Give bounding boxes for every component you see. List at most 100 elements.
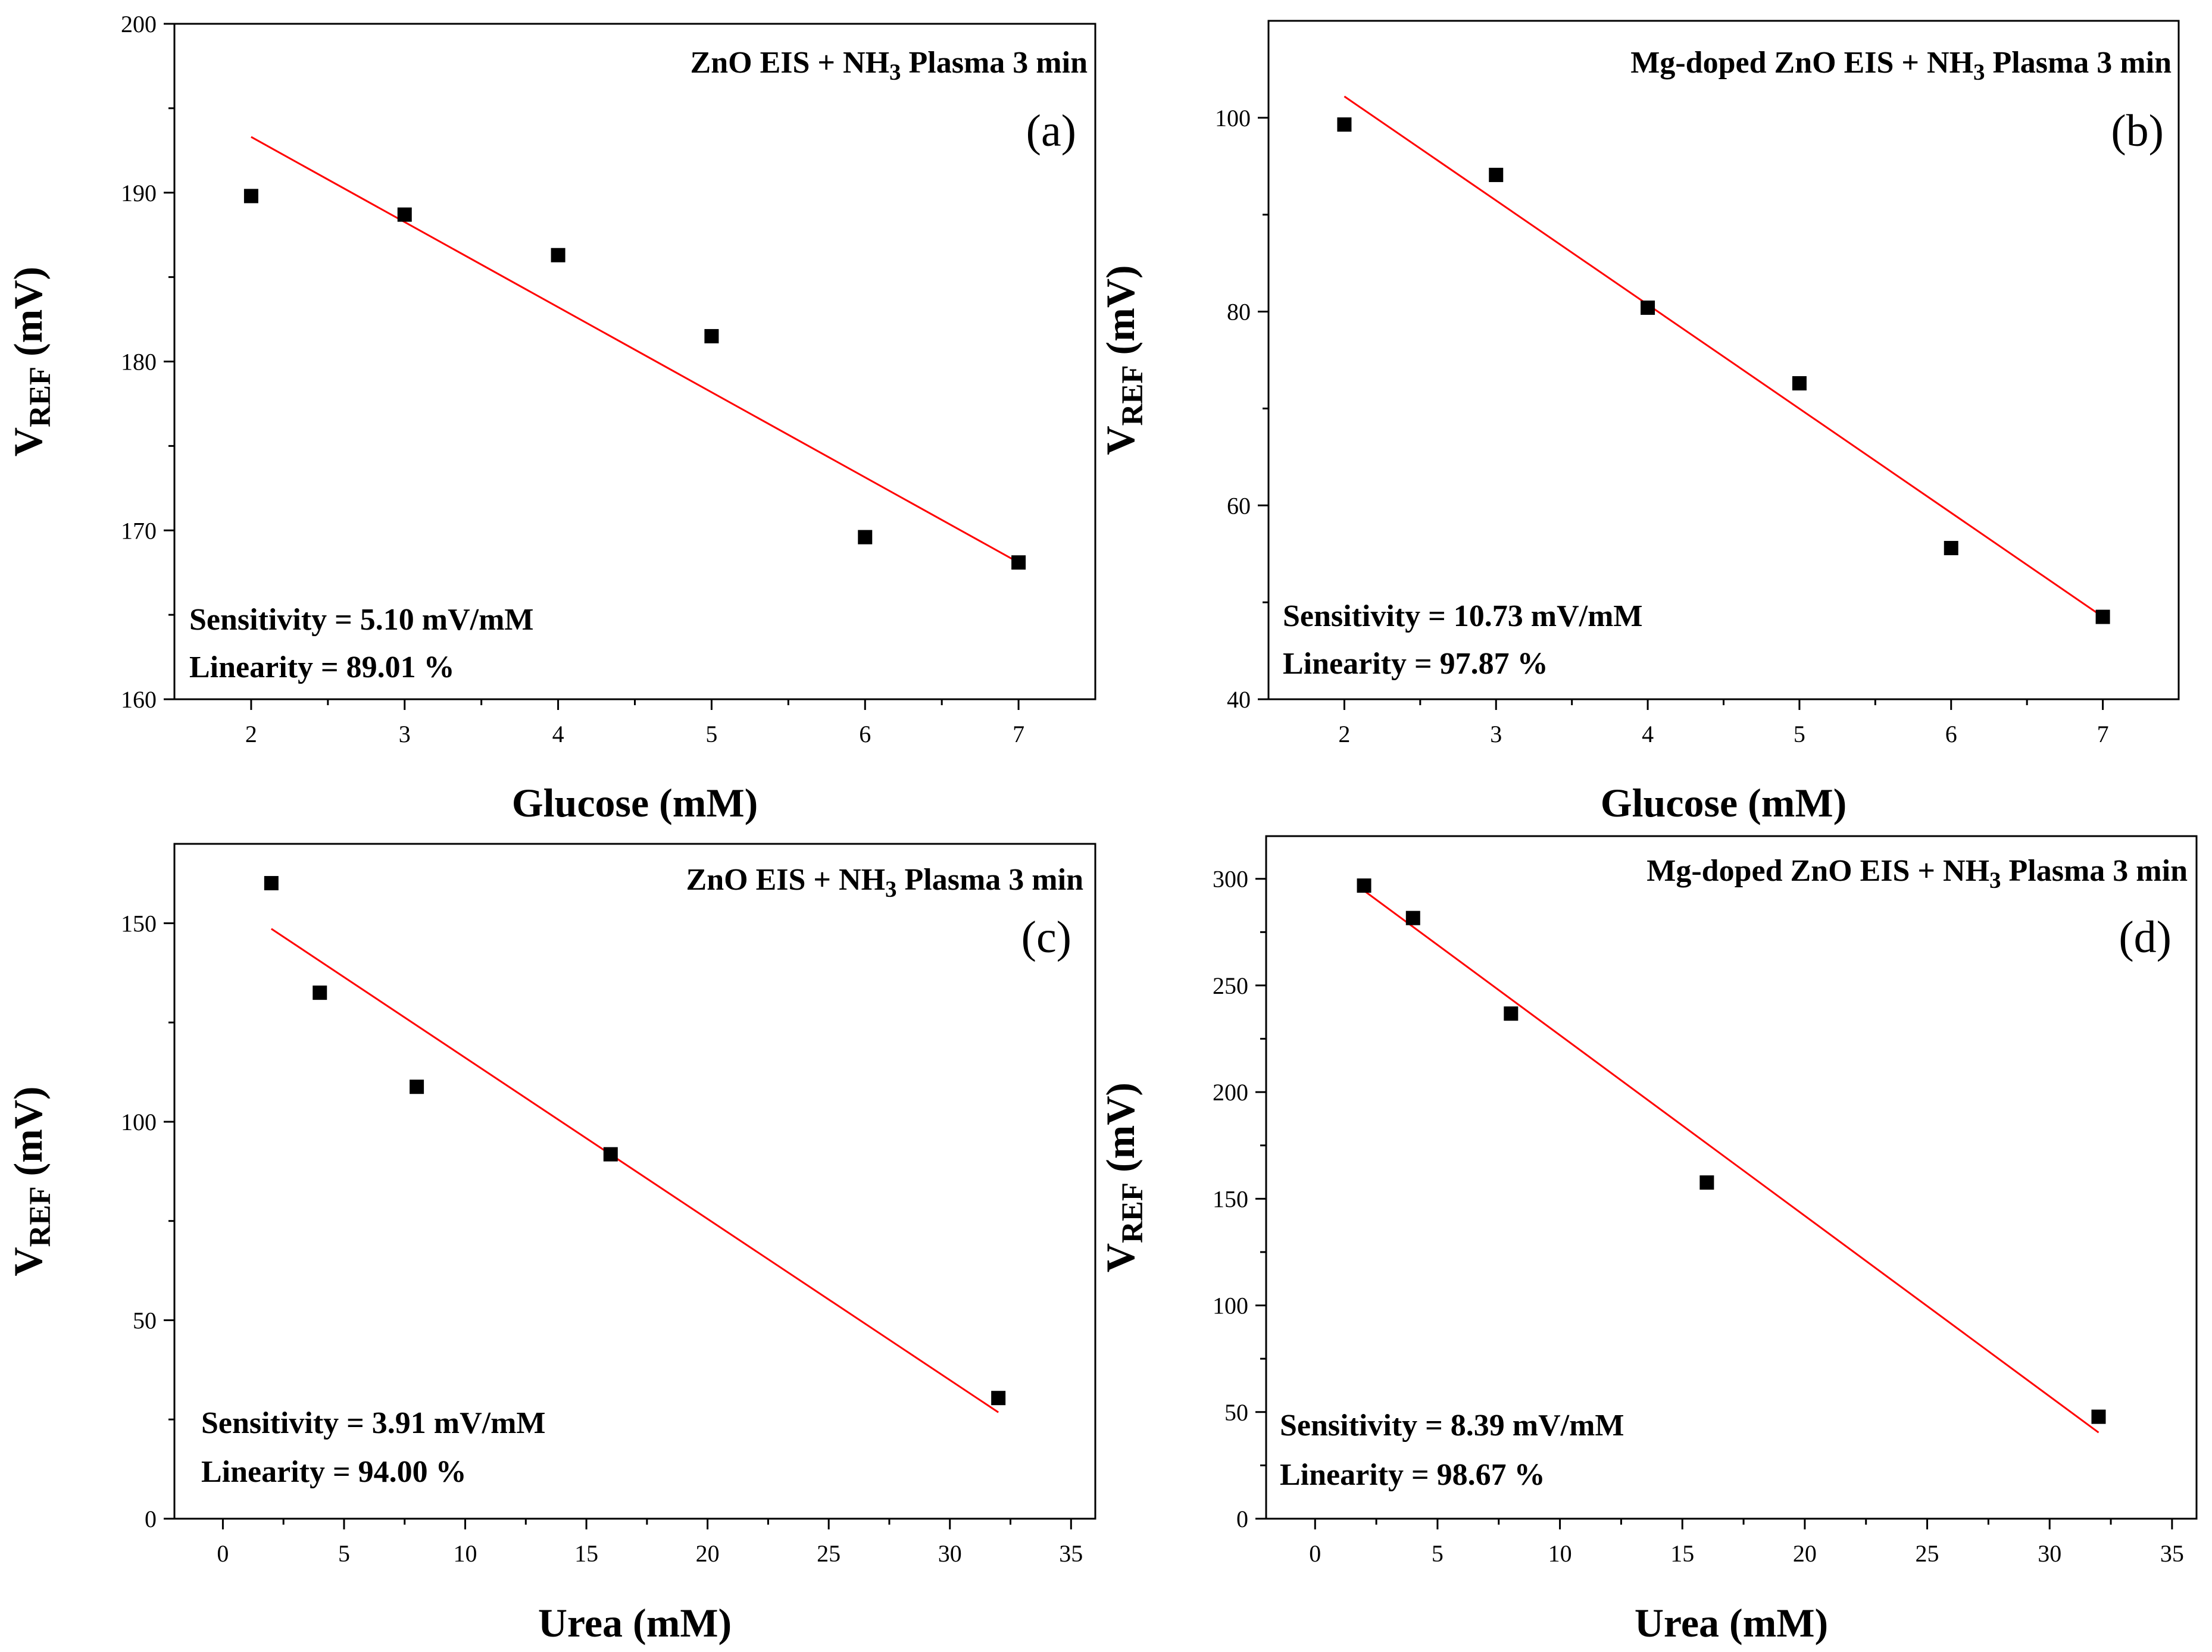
panel-title: Mg-doped ZnO EIS + NH3 Plasma 3 min (1646, 854, 2188, 893)
y-tick-label: 190 (121, 180, 157, 206)
y-tick-label: 180 (121, 349, 157, 376)
fit-line (1344, 95, 2104, 618)
data-point (1641, 301, 1655, 315)
x-tick-label: 35 (2160, 1540, 2184, 1567)
panel-letter: (d) (2119, 912, 2172, 962)
chart-panel-3: 0 5 10 15 20 25 30 35 0 50 100 150 ZnO EIS + NH3 Pla… (5, 843, 1096, 1645)
x-axis-label: Urea (mM) (538, 1600, 732, 1645)
x-tick-label: 3 (1490, 721, 1502, 747)
y-tick-label: 100 (1215, 105, 1251, 132)
y-tick-label: 60 (1227, 492, 1251, 519)
data-point (1337, 117, 1352, 132)
x-tick-label: 20 (696, 1540, 720, 1567)
y-tick-label: 40 (1227, 686, 1251, 713)
data-point (1699, 1175, 1714, 1190)
sensitivity-label: Sensitivity = 3.91 mV/mM (201, 1406, 545, 1440)
data-point (2095, 609, 2110, 624)
chart-panel-4: 0 5 10 15 20 25 30 35 0 50 100 150 200 250 300 Mg-doped… (1098, 835, 2198, 1645)
x-tick-label: 25 (817, 1540, 841, 1567)
data-point (243, 189, 258, 204)
x-tick-label: 30 (2038, 1540, 2061, 1567)
x-tick-label: 25 (1916, 1540, 1939, 1567)
x-axis-label: Urea (mM) (1635, 1600, 1828, 1645)
x-tick-label: 5 (705, 721, 717, 747)
y-tick-label: 170 (121, 517, 157, 544)
x-tick-label: 3 (399, 721, 411, 747)
sensitivity-label: Sensitivity = 8.39 mV/mM (1280, 1409, 1624, 1443)
data-point (313, 985, 327, 1000)
x-tick-label: 15 (574, 1540, 598, 1567)
plot-frame (173, 843, 1096, 1520)
x-axis-label: Glucose (mM) (512, 780, 758, 825)
x-tick-label: 5 (1794, 721, 1805, 747)
panel-letter: (a) (1026, 106, 1076, 156)
x-axis-label: Glucose (mM) (1601, 780, 1847, 825)
y-tick-label: 50 (1224, 1399, 1248, 1426)
x-tick-label: 10 (454, 1540, 477, 1567)
y-tick-label: 0 (145, 1506, 157, 1532)
x-tick-label: 4 (1642, 721, 1654, 747)
data-point (1792, 376, 1807, 391)
y-axis-label: VREF (mV) (5, 1086, 57, 1276)
panel-title: ZnO EIS + NH3 Plasma 3 min (691, 46, 1088, 85)
x-tick-label: 0 (217, 1540, 229, 1567)
data-point (858, 530, 873, 545)
sensitivity-label: Sensitivity = 10.73 mV/mM (1283, 599, 1642, 633)
linearity-label: Linearity = 89.01 % (189, 650, 455, 684)
x-tick-label: 15 (1670, 1540, 1694, 1567)
x-tick-label: 20 (1793, 1540, 1817, 1567)
y-tick-label: 250 (1213, 972, 1248, 999)
fit-line (1363, 890, 2099, 1434)
x-tick-label: 6 (859, 721, 871, 747)
x-tick-label: 7 (2097, 721, 2109, 747)
linearity-label: Linearity = 98.67 % (1280, 1458, 1545, 1492)
y-tick-label: 0 (1236, 1506, 1248, 1532)
x-tick-label: 30 (938, 1540, 962, 1567)
x-tick-label: 0 (1309, 1540, 1321, 1567)
data-point (1504, 1006, 1519, 1021)
x-tick-label: 10 (1548, 1540, 1572, 1567)
plot-frame (173, 23, 1096, 700)
data-point (1944, 540, 1958, 555)
data-point (410, 1080, 424, 1094)
panel-title: ZnO EIS + NH3 Plasma 3 min (686, 863, 1084, 902)
linearity-label: Linearity = 97.87 % (1283, 647, 1548, 681)
data-point (264, 876, 279, 891)
data-point (1357, 878, 1371, 893)
fit-line (251, 136, 1019, 564)
linearity-label: Linearity = 94.00 % (201, 1455, 467, 1489)
plot-frame (1267, 20, 2180, 700)
sensitivity-label: Sensitivity = 5.10 mV/mM (189, 603, 533, 637)
data-point (397, 207, 412, 222)
y-tick-label: 300 (1213, 866, 1248, 893)
x-tick-label: 4 (552, 721, 564, 747)
data-point (1405, 911, 1420, 925)
fit-line (271, 928, 999, 1413)
x-tick-label: 2 (1338, 721, 1350, 747)
chart-panel-1: 2 3 4 5 6 7 160 170 180 190 200 ZnO EIS + NH3 Plasm… (5, 11, 1096, 825)
data-point (603, 1147, 618, 1162)
x-tick-label: 5 (1432, 1540, 1444, 1567)
y-tick-label: 200 (1213, 1079, 1248, 1106)
chart-panel-2: 2 3 4 5 6 7 40 60 80 100 Mg-doped ZnO EIS + NH3 Pl… (1098, 20, 2180, 825)
y-tick-label: 150 (121, 910, 157, 937)
data-point (2091, 1409, 2106, 1424)
data-point (1489, 167, 1504, 182)
y-tick-label: 80 (1227, 299, 1251, 326)
y-tick-label: 50 (133, 1307, 157, 1334)
x-tick-label: 35 (1059, 1540, 1083, 1567)
data-point (991, 1391, 1006, 1406)
y-axis-label: VREF (mV) (5, 267, 57, 456)
x-tick-label: 5 (338, 1540, 350, 1567)
y-tick-label: 100 (1213, 1293, 1248, 1319)
y-tick-label: 150 (1213, 1185, 1248, 1212)
y-axis-label: VREF (mV) (1098, 265, 1149, 455)
data-point (704, 328, 719, 343)
panel-title: Mg-doped ZnO EIS + NH3 Plasma 3 min (1630, 46, 2172, 85)
y-tick-label: 100 (121, 1109, 157, 1135)
y-tick-label: 160 (121, 686, 157, 713)
data-point (1011, 555, 1026, 570)
data-point (551, 248, 566, 262)
panel-letter: (b) (2111, 106, 2164, 156)
